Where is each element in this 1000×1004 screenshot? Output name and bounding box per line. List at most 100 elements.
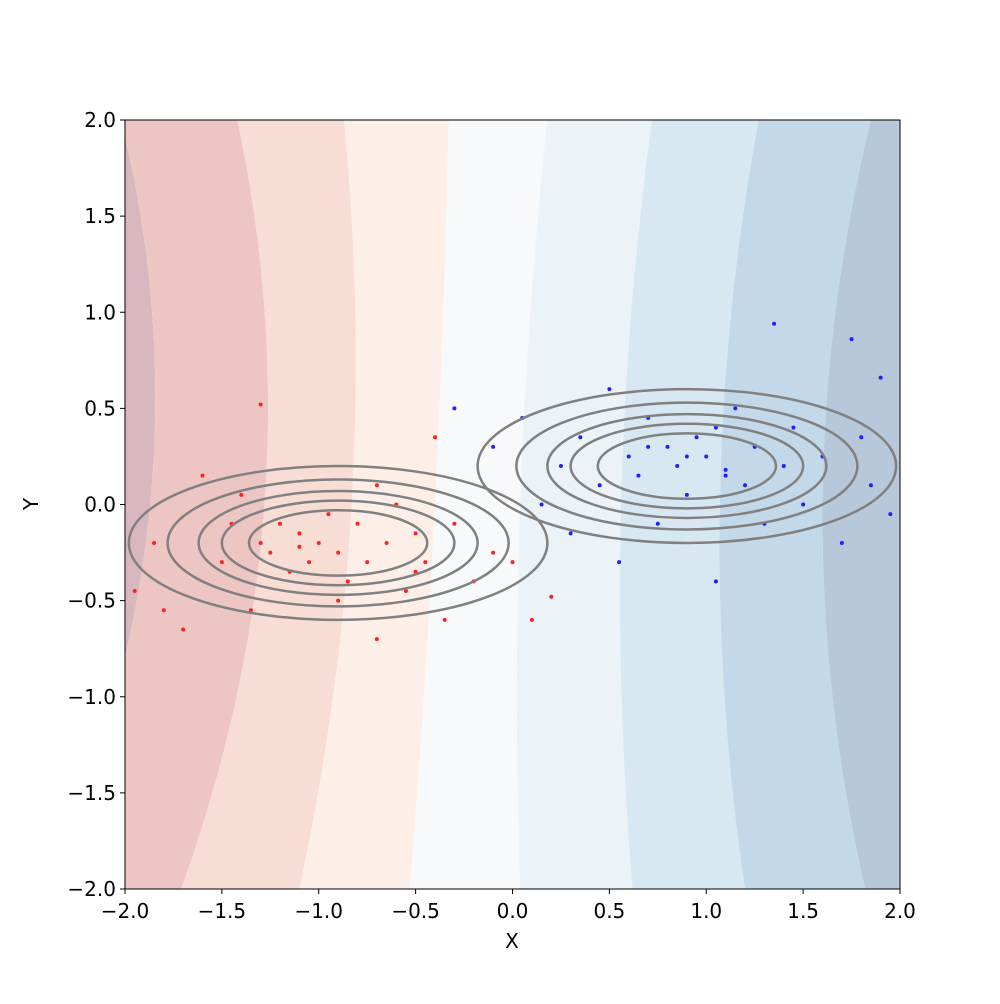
density-contour bbox=[197, 489, 479, 597]
point bbox=[491, 444, 496, 449]
y-tick-label: −1.5 bbox=[67, 781, 116, 805]
point bbox=[684, 454, 689, 459]
point bbox=[578, 435, 583, 440]
point bbox=[684, 492, 689, 497]
x-tick-label: −1.0 bbox=[294, 899, 343, 923]
point bbox=[268, 550, 273, 555]
point bbox=[336, 598, 341, 603]
y-tick-label: 0.0 bbox=[84, 493, 116, 517]
plot-area bbox=[125, 120, 900, 889]
y-tick-label: 2.0 bbox=[84, 108, 116, 132]
point bbox=[568, 531, 573, 536]
x-tick-label: −2.0 bbox=[101, 899, 150, 923]
density-contour bbox=[515, 401, 859, 531]
point bbox=[888, 512, 893, 517]
x-axis-label: X bbox=[505, 929, 519, 953]
point bbox=[200, 473, 205, 478]
point bbox=[452, 521, 457, 526]
y-tick-label: 1.5 bbox=[84, 204, 116, 228]
point bbox=[655, 521, 660, 526]
point bbox=[374, 637, 379, 642]
point bbox=[316, 540, 321, 545]
point bbox=[278, 521, 282, 526]
point bbox=[413, 531, 418, 536]
x-tick-label: 1.0 bbox=[690, 899, 722, 923]
x-tick-label: −1.5 bbox=[198, 899, 247, 923]
point bbox=[297, 531, 302, 536]
point bbox=[239, 492, 244, 497]
contour-band bbox=[719, 120, 871, 889]
point bbox=[636, 473, 641, 478]
y-tick-label: −2.0 bbox=[67, 877, 116, 901]
density-contour bbox=[546, 412, 828, 520]
point bbox=[607, 387, 612, 392]
point bbox=[510, 560, 515, 565]
point bbox=[558, 464, 563, 469]
point bbox=[617, 560, 622, 565]
point bbox=[365, 560, 370, 565]
contour-band bbox=[822, 120, 900, 889]
point bbox=[384, 540, 389, 545]
point bbox=[423, 560, 428, 565]
point bbox=[152, 540, 157, 545]
density-contour bbox=[476, 387, 898, 545]
point bbox=[258, 402, 263, 407]
point bbox=[336, 550, 341, 555]
contour-band bbox=[619, 120, 759, 889]
point bbox=[326, 512, 331, 517]
point bbox=[442, 617, 447, 622]
point bbox=[132, 589, 137, 594]
point bbox=[675, 464, 680, 469]
contour-band bbox=[181, 120, 356, 889]
density-contour bbox=[569, 422, 805, 510]
point bbox=[772, 321, 777, 326]
point bbox=[181, 627, 186, 632]
point bbox=[646, 444, 651, 449]
y-tick-label: −1.0 bbox=[67, 685, 116, 709]
point bbox=[345, 579, 350, 584]
contour-band bbox=[516, 120, 652, 889]
point bbox=[868, 483, 873, 488]
point bbox=[743, 483, 747, 488]
point bbox=[355, 521, 360, 526]
point bbox=[801, 502, 806, 507]
point bbox=[161, 608, 166, 613]
density-contour bbox=[596, 432, 778, 500]
point bbox=[374, 483, 379, 488]
x-tick-label: 0.0 bbox=[497, 899, 529, 923]
point bbox=[539, 502, 544, 507]
point bbox=[549, 594, 554, 599]
y-tick-label: 0.5 bbox=[84, 396, 116, 420]
point bbox=[781, 464, 786, 469]
point bbox=[849, 337, 854, 342]
contour-band bbox=[299, 120, 449, 889]
contour-band bbox=[409, 120, 548, 889]
point bbox=[723, 473, 728, 478]
point bbox=[597, 483, 602, 488]
point bbox=[433, 435, 437, 440]
point bbox=[713, 425, 718, 430]
point bbox=[307, 560, 312, 565]
x-tick-label: 2.0 bbox=[884, 899, 916, 923]
point bbox=[839, 540, 844, 545]
point bbox=[859, 435, 864, 440]
point bbox=[403, 589, 408, 594]
point bbox=[413, 569, 418, 574]
point bbox=[694, 435, 699, 440]
density-contour bbox=[247, 509, 429, 577]
point bbox=[878, 375, 883, 380]
density-contour bbox=[220, 499, 456, 587]
point bbox=[491, 550, 496, 555]
point bbox=[297, 544, 302, 549]
density-contour bbox=[127, 464, 549, 622]
point bbox=[713, 579, 718, 584]
y-tick-label: −0.5 bbox=[67, 589, 116, 613]
x-tick-label: 0.5 bbox=[593, 899, 625, 923]
x-tick-label: 1.5 bbox=[787, 899, 819, 923]
point bbox=[248, 608, 253, 613]
y-tick-label: 1.0 bbox=[84, 300, 116, 324]
point bbox=[626, 454, 631, 459]
point bbox=[529, 617, 534, 622]
point bbox=[704, 454, 709, 459]
